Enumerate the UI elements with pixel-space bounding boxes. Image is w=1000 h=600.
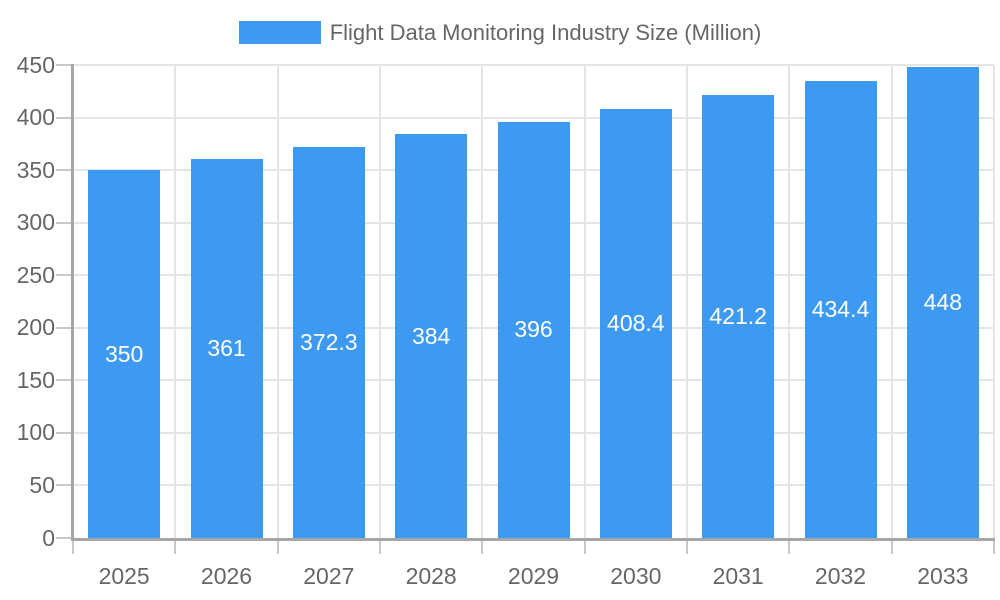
y-axis-tick <box>56 537 73 539</box>
bar-2028[interactable]: 384 <box>395 134 468 538</box>
bar-2033[interactable]: 448 <box>906 67 979 538</box>
bar-value-label: 408.4 <box>607 309 665 336</box>
y-axis-tick <box>56 379 73 382</box>
y-axis-tick <box>56 64 73 66</box>
grid-line-y <box>73 116 994 119</box>
grid-line-x <box>276 65 279 538</box>
grid-line-y <box>73 64 994 66</box>
y-axis-tick <box>56 116 73 119</box>
bar-2027[interactable]: 372.3 <box>292 146 365 538</box>
bar-value-label: 448 <box>923 289 963 316</box>
grid-line-x <box>174 65 177 538</box>
bar-2029[interactable]: 396 <box>497 121 570 538</box>
bar-value-label: 384 <box>411 322 451 349</box>
x-tick-label: 2032 <box>814 563 867 589</box>
y-tick-label: 250 <box>16 261 55 288</box>
y-axis-tick <box>56 221 73 224</box>
y-axis-line <box>71 64 74 539</box>
x-axis-tick <box>686 538 688 554</box>
legend-swatch <box>238 21 321 44</box>
y-tick-label: 450 <box>16 51 55 78</box>
bar-2030[interactable]: 408.4 <box>599 108 672 538</box>
y-tick-label: 300 <box>16 209 55 236</box>
x-tick-label: 2030 <box>610 563 662 589</box>
y-tick-label: 0 <box>42 524 55 551</box>
bar-value-label: 421.2 <box>709 303 767 330</box>
bar-value-label: 361 <box>207 334 246 361</box>
x-axis-tick <box>890 538 893 554</box>
x-axis-tick <box>788 538 791 554</box>
grid-line-x <box>583 65 586 538</box>
x-tick-label: 2033 <box>917 563 969 589</box>
y-tick-label: 350 <box>16 156 55 183</box>
bar-2025[interactable]: 350 <box>88 170 161 538</box>
y-axis-tick <box>56 169 73 172</box>
x-tick-label: 2028 <box>405 563 457 589</box>
x-axis-tick <box>481 538 484 554</box>
y-tick-label: 400 <box>16 104 55 131</box>
y-axis-tick <box>56 484 73 487</box>
x-axis-tick <box>583 538 586 554</box>
x-axis-tick <box>72 538 74 554</box>
chart-legend[interactable]: Flight Data Monitoring Industry Size (Mi… <box>0 21 1000 44</box>
y-tick-label: 50 <box>29 471 55 498</box>
x-tick-label: 2027 <box>303 563 355 589</box>
bar-2032[interactable]: 434.4 <box>804 81 877 538</box>
bar-2031[interactable]: 421.2 <box>702 95 775 538</box>
x-axis-line <box>71 538 995 541</box>
x-tick-label: 2025 <box>98 563 150 589</box>
y-axis-tick <box>56 431 73 434</box>
y-axis-tick <box>56 274 73 277</box>
x-axis-tick <box>276 538 279 554</box>
x-axis-tick <box>379 538 381 554</box>
x-tick-label: 2029 <box>507 563 560 589</box>
x-axis-tick <box>993 538 995 554</box>
grid-line-x <box>890 65 893 538</box>
x-tick-label: 2026 <box>200 563 253 589</box>
grid-line-x <box>788 65 791 538</box>
y-tick-label: 200 <box>16 314 55 341</box>
grid-line-x <box>686 65 688 538</box>
bar-value-label: 350 <box>104 340 144 367</box>
y-tick-label: 150 <box>16 366 55 393</box>
bar-value-label: 396 <box>514 316 553 343</box>
grid-line-x <box>993 65 995 538</box>
bar-value-label: 434.4 <box>811 296 870 323</box>
y-tick-label: 100 <box>16 419 55 446</box>
bar-2026[interactable]: 361 <box>190 158 263 538</box>
y-axis-tick <box>56 326 73 329</box>
grid-line-x <box>481 65 484 538</box>
x-tick-label: 2031 <box>712 563 764 589</box>
bar-value-label: 372.3 <box>300 328 358 355</box>
grid-line-x <box>379 65 381 538</box>
x-axis-tick <box>174 538 177 554</box>
legend-label: Flight Data Monitoring Industry Size (Mi… <box>329 20 762 45</box>
